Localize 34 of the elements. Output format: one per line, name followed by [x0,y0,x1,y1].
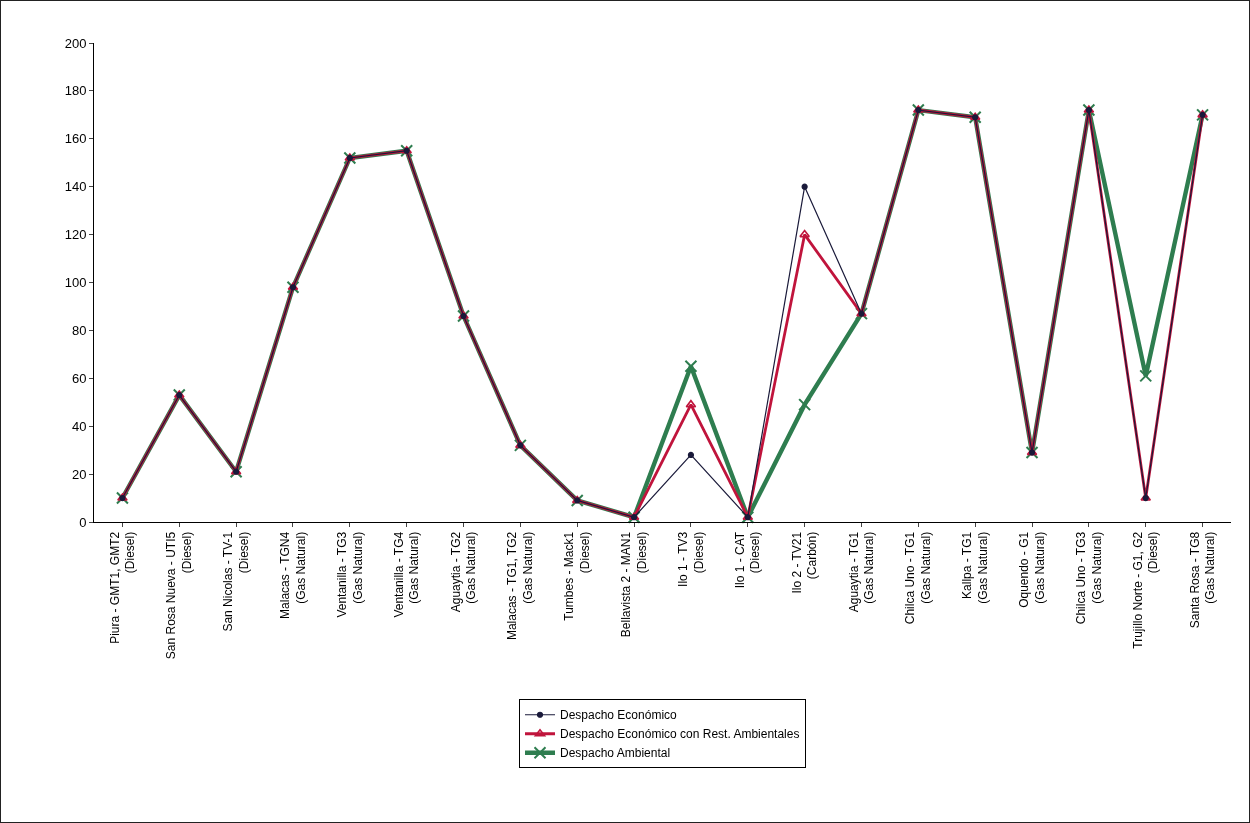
y-tick-label: 0 [79,514,87,530]
x-tick-label: Kallpa - TG1 (Gas Natural) [960,531,990,604]
x-tick-label: Chilca Uno - TG3 (Gas Natural) [1073,531,1104,625]
y-tick-label: 120 [64,227,87,243]
x-tick-label: Aguaytia - TG1 (Gas Natural) [846,531,877,613]
x-tick-label: Santa Rosa - TG8 (Gas Natural) [1187,531,1218,629]
y-tick-label: 80 [71,322,87,338]
y-tick-label: 200 [64,35,87,51]
x-tick-label: Ventanilla - TG3 (Gas Natural) [334,531,365,618]
x-tick-label: Trujillo Norte - G1, G2 (Diesel) [1130,531,1161,649]
x-tick-label: Oquendo - G1 (Gas Natural) [1017,531,1047,608]
legend-label: Despacho Ambiental [560,746,671,761]
legend-label: Despacho Económico con Rest. Ambientales [560,727,800,742]
x-tick-label: Aguaytia - TG2 (Gas Natural) [448,531,479,613]
y-tick-label: 20 [71,466,87,482]
x-tick-label: Ventanilla - TG4 (Gas Natural) [391,531,422,618]
y-tick-label: 140 [64,179,87,195]
x-tick-label: Ilo 1 - CAT (Diesel) [732,531,763,589]
y-tick-label: 160 [64,131,87,147]
x-tick-label: Malacas - TG1, TG2 (Gas Natural) [505,531,536,641]
x-tick-label: Tumbes - Mack1 (Diesel) [562,531,592,621]
legend-label: Despacho Económico [560,708,678,723]
x-tick-label: Piura - GMT1, GMT2 (Diesel) [107,531,138,644]
y-tick-label: 100 [64,275,87,291]
x-tick-label: Ilo 1 - TV3 (Diesel) [676,531,706,587]
x-tick-label: Bellavista 2 - MAN1 (Diesel) [619,531,649,638]
x-tick-label: Malacas - TGN4 (Gas Natural) [278,531,308,619]
x-tick-label: Chilca Uno - TG1 (Gas Natural) [903,531,934,625]
x-tick-label: Ilo 2 - TV21 (Carbón) [789,531,820,594]
y-tick-label: 60 [71,370,87,386]
x-tick-label: San Rosa Nueva - UTI5 (Diesel) [164,531,194,660]
y-tick-label: 180 [64,83,87,99]
x-tick-label: San Nicolas - TV-1 (Diesel) [221,531,251,632]
y-tick-label: 40 [71,418,87,434]
